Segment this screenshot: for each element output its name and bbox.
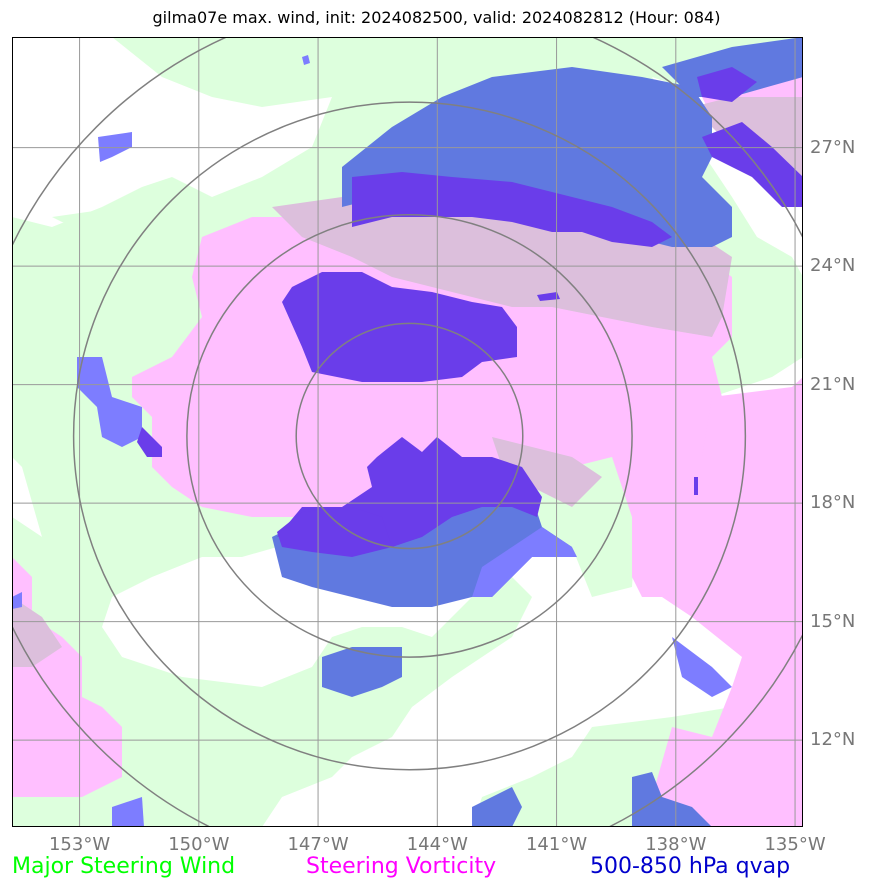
longitude-tick-label: 144°W <box>406 834 468 855</box>
longitude-tick-label: 153°W <box>48 834 111 855</box>
latitude-tick-label: 21°N <box>810 373 856 395</box>
legend-steering-wind: Major Steering Wind <box>12 854 236 879</box>
latitude-tick-label: 15°N <box>810 610 856 632</box>
longitude-tick-label: 135°W <box>764 834 826 855</box>
longitude-tick-label: 150°W <box>168 834 230 855</box>
qvap-strong-layer <box>137 67 803 557</box>
legend-qvap: 500-850 hPa qvap <box>590 854 791 879</box>
latitude-tick-label: 27°N <box>810 136 856 158</box>
map-title: gilma07e max. wind, init: 2024082500, va… <box>152 8 721 27</box>
longitude-tick-label: 141°W <box>525 834 588 855</box>
latitude-tick-label: 24°N <box>810 255 856 277</box>
map-frame <box>12 37 803 827</box>
longitude-tick-label: 147°W <box>287 834 349 855</box>
range-ring <box>295 322 524 550</box>
qvap-light-layer <box>12 55 732 827</box>
range-ring <box>72 101 747 771</box>
range-rings <box>12 37 803 827</box>
latitude-tick-label: 12°N <box>810 729 856 751</box>
map-panel <box>12 37 803 827</box>
latitude-tick-label: 18°N <box>810 492 856 514</box>
legend-steering-vorticity: Steering Vorticity <box>306 854 497 879</box>
range-ring <box>186 214 633 658</box>
longitude-tick-label: 138°W <box>645 834 707 855</box>
